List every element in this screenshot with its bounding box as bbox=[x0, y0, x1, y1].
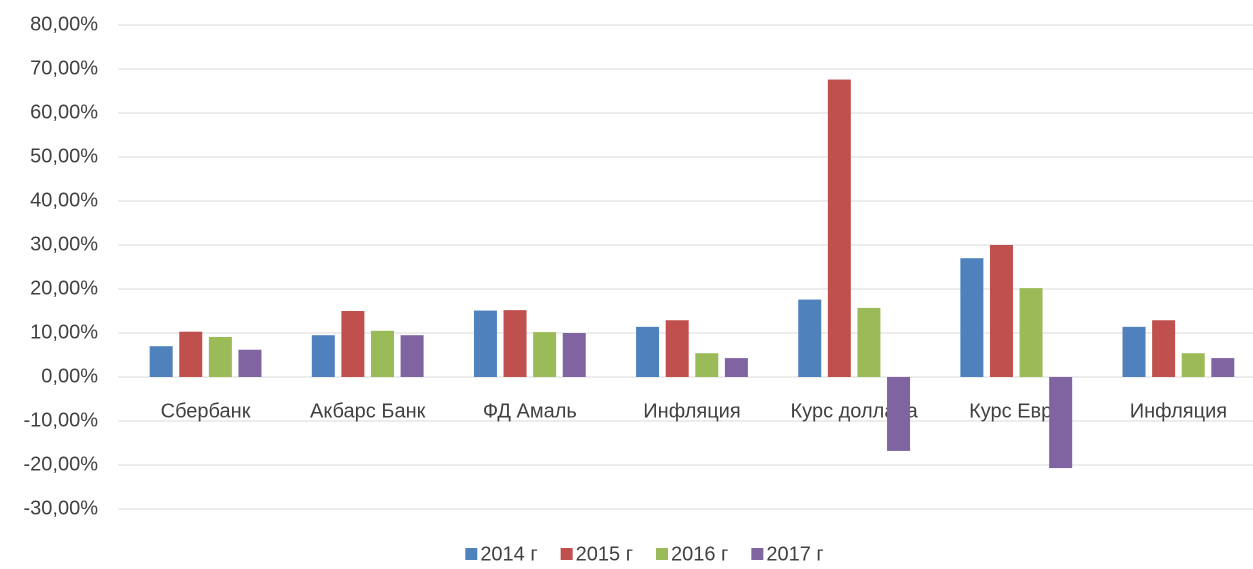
bar bbox=[1181, 353, 1205, 377]
bar bbox=[798, 299, 822, 377]
y-tick-label: 20,00% bbox=[30, 277, 98, 299]
bar bbox=[695, 353, 719, 377]
x-tick-label: Инфляция bbox=[1130, 400, 1227, 422]
bar bbox=[238, 349, 262, 377]
bar bbox=[887, 377, 911, 451]
x-tick-label: ФД Амаль bbox=[483, 400, 577, 422]
bar bbox=[857, 307, 881, 377]
bar bbox=[562, 333, 586, 377]
y-tick-label: 0,00% bbox=[41, 365, 98, 387]
legend-swatch bbox=[751, 548, 764, 560]
bar bbox=[989, 245, 1013, 377]
bar bbox=[1019, 288, 1043, 377]
x-tick-label: Курс Евро bbox=[969, 400, 1063, 422]
legend-swatch bbox=[560, 548, 573, 560]
legend-label: 2017 г bbox=[766, 543, 823, 565]
y-tick-label: -10,00% bbox=[24, 409, 99, 431]
bar bbox=[960, 258, 984, 377]
y-tick-label: -20,00% bbox=[24, 453, 99, 475]
x-tick-label: Курс доллара bbox=[791, 400, 919, 422]
bar bbox=[371, 330, 394, 377]
bar bbox=[400, 335, 424, 377]
x-tick-label: Акбарс Банк bbox=[310, 400, 426, 422]
bar bbox=[827, 79, 851, 377]
bar bbox=[341, 311, 365, 377]
y-tick-label: 40,00% bbox=[30, 189, 98, 211]
legend-label: 2014 г bbox=[480, 543, 537, 565]
x-tick-label: Сбербанк bbox=[161, 400, 251, 422]
y-tick-label: -30,00% bbox=[24, 497, 99, 519]
bar bbox=[533, 332, 557, 377]
y-tick-label: 60,00% bbox=[30, 101, 98, 123]
y-tick-label: 80,00% bbox=[30, 13, 98, 35]
bar bbox=[1122, 326, 1146, 377]
bar bbox=[636, 326, 660, 377]
legend-label: 2015 г bbox=[576, 543, 633, 565]
y-tick-label: 10,00% bbox=[30, 321, 98, 343]
bar bbox=[1211, 358, 1235, 377]
bar bbox=[503, 310, 527, 377]
bar bbox=[724, 358, 748, 377]
y-tick-label: 70,00% bbox=[30, 57, 98, 79]
x-tick-label: Инфляция bbox=[643, 400, 740, 422]
legend-swatch bbox=[465, 548, 478, 560]
bar bbox=[149, 346, 173, 377]
bar bbox=[1049, 377, 1073, 469]
bar bbox=[208, 336, 232, 377]
legend-swatch bbox=[656, 548, 668, 560]
y-tick-label: 30,00% bbox=[30, 233, 98, 255]
bar bbox=[665, 320, 689, 377]
bar bbox=[179, 331, 203, 377]
y-tick-label: 50,00% bbox=[30, 145, 98, 167]
bar bbox=[1152, 320, 1176, 377]
legend-label: 2016 г bbox=[671, 543, 728, 565]
bar bbox=[473, 310, 497, 377]
bar bbox=[311, 335, 335, 377]
